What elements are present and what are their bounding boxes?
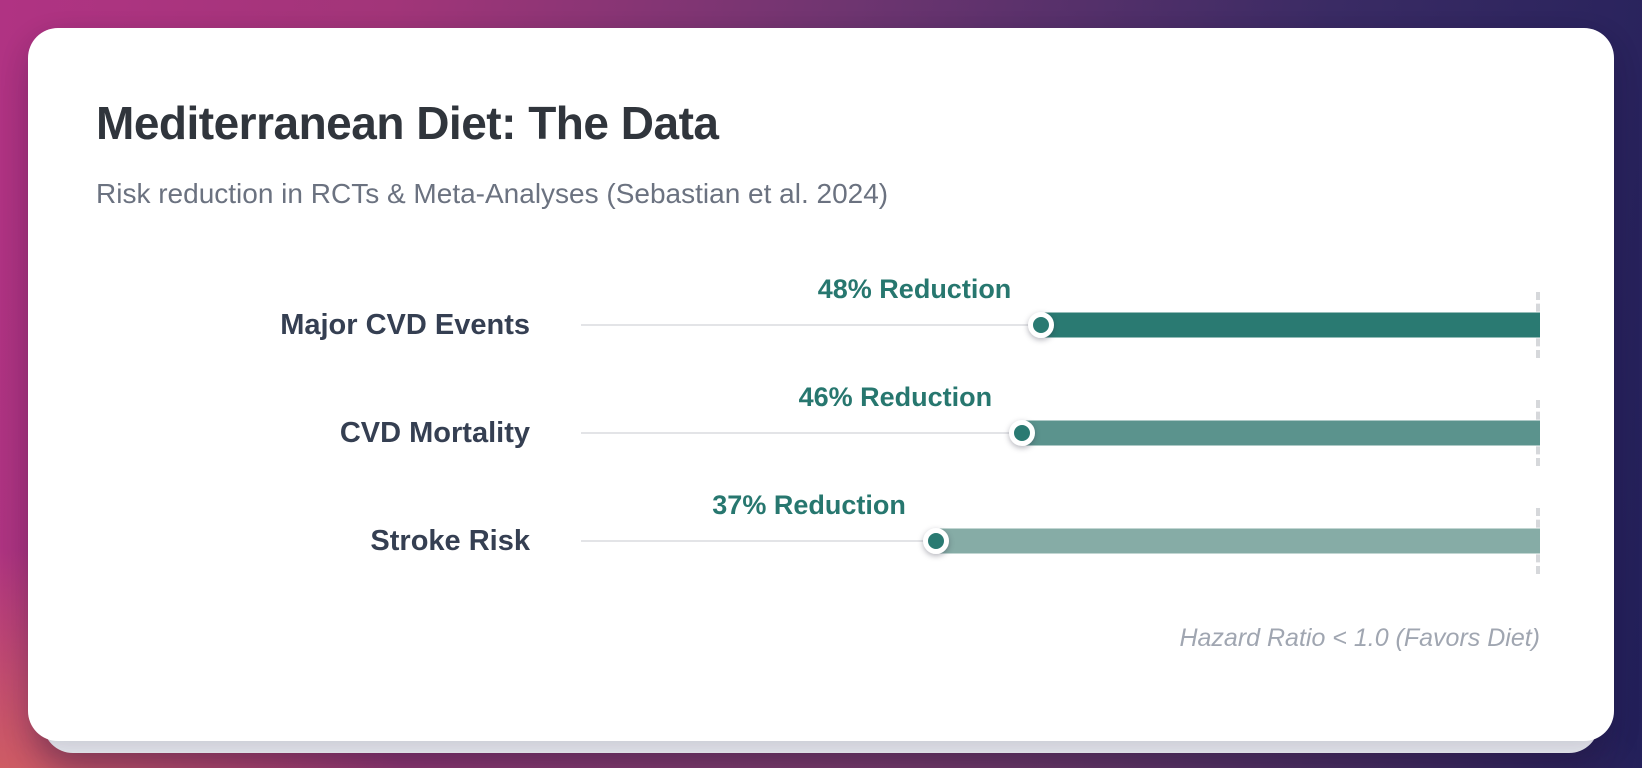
page-title: Mediterranean Diet: The Data — [96, 97, 719, 149]
axis-note: Hazard Ratio < 1.0 (Favors Diet) — [1179, 624, 1540, 652]
chart-row: Major CVD Events 48% Reduction — [96, 271, 1540, 379]
page-subtitle: Risk reduction in RCTs & Meta-Analyses (… — [96, 178, 889, 209]
value-bar — [1041, 312, 1540, 338]
row-label: Stroke Risk — [370, 524, 530, 557]
value-bar — [935, 528, 1540, 554]
row-label: Major CVD Events — [280, 308, 530, 341]
chart-row: Stroke Risk 37% Reduction — [96, 487, 1540, 595]
slider-marker-dot — [922, 528, 949, 554]
slider-area: 46% Reduction — [581, 379, 1540, 487]
infographic-card: Mediterranean Diet: The Data Risk reduct… — [28, 28, 1614, 741]
reduction-label: 37% Reduction — [712, 490, 906, 520]
reduction-label: 48% Reduction — [817, 274, 1012, 304]
slider-area: 37% Reduction — [581, 487, 1540, 595]
reduction-label: 46% Reduction — [798, 382, 993, 412]
chart-rows: Major CVD Events 48% Reduction CVD Morta… — [96, 271, 1540, 595]
row-label: CVD Mortality — [339, 416, 530, 449]
chart-row: CVD Mortality 46% Reduction — [96, 379, 1540, 487]
slider-marker-dot — [1028, 312, 1055, 338]
slider-marker-dot — [1009, 420, 1036, 446]
value-bar — [1022, 420, 1540, 446]
slider-area: 48% Reduction — [581, 271, 1540, 379]
